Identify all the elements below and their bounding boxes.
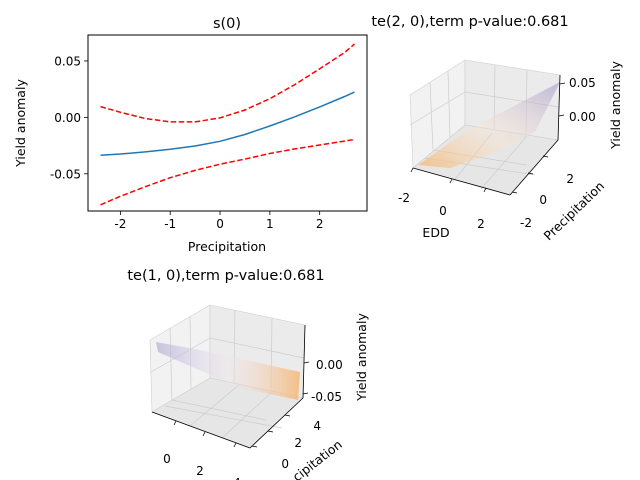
line-axis-ticks: -2 -1 0 1 2 -0.05 0.00 0.05 bbox=[50, 54, 324, 231]
surface-top-x-axis bbox=[412, 167, 511, 196]
surface-bottom-xtick: 2 bbox=[196, 464, 204, 478]
surface-top-ytick: 0 bbox=[539, 193, 547, 207]
surface-bottom-ztick: -0.05 bbox=[311, 390, 342, 404]
surface-bottom-xtick: 4 bbox=[233, 476, 241, 480]
surface-bottom-ytick: 4 bbox=[313, 419, 321, 433]
surface-top-y-axis bbox=[509, 139, 559, 196]
y-tick-label: -0.05 bbox=[50, 167, 81, 181]
surface-bottom-y-axis bbox=[249, 397, 304, 449]
line-title: s(0) bbox=[213, 16, 241, 32]
x-tick-label: -2 bbox=[114, 217, 126, 231]
surface-bottom-ytick: 2 bbox=[294, 436, 302, 450]
line-plot-frame bbox=[87, 34, 368, 212]
x-tick-label: -1 bbox=[164, 217, 176, 231]
surface-top-title: te(2, 0),term p-value:0.681 bbox=[371, 14, 568, 30]
surface-top-xtick: 2 bbox=[477, 217, 485, 231]
surface-bottom-ztick: 0.00 bbox=[316, 358, 343, 372]
surface-bottom-mesh bbox=[156, 342, 300, 400]
surface-top-ticks bbox=[410, 82, 566, 194]
surface-bottom-ytick: 0 bbox=[281, 457, 289, 471]
surface-subplot-bottom: te(1, 0),term p-value:0.681 bbox=[127, 268, 369, 480]
y-tick-label: 0.05 bbox=[54, 54, 81, 68]
x-tick-label: 1 bbox=[266, 217, 274, 231]
surface-bottom-title: te(1, 0),term p-value:0.681 bbox=[127, 268, 324, 284]
confidence-band-line bbox=[100, 138, 355, 206]
surface-top-z-axis bbox=[557, 74, 561, 141]
surface-bottom-grid bbox=[150, 309, 305, 439]
line-xlabel: Precipitation bbox=[188, 239, 266, 254]
surface-top-ytick: -2 bbox=[520, 216, 532, 230]
x-tick-label: 2 bbox=[316, 217, 324, 231]
surface-top-ztick: 0.05 bbox=[569, 76, 596, 90]
surface-bottom-ticks bbox=[173, 361, 310, 448]
surface-top-xlabel: EDD bbox=[422, 225, 449, 240]
surface-top-ylabel: Precipitation bbox=[541, 178, 608, 243]
surface-bottom-zlabel: Yield anomaly bbox=[354, 313, 369, 402]
surface-bottom-z-axis bbox=[302, 324, 306, 399]
line-ylabel: Yield anomaly bbox=[13, 79, 28, 168]
line-series-group bbox=[100, 43, 355, 206]
surface-top-ztick: 0.00 bbox=[569, 110, 596, 124]
confidence-band-line bbox=[100, 43, 355, 123]
x-tick-label: 0 bbox=[216, 217, 224, 231]
surface-subplot-top: te(2, 0),term p-value:0.681 bbox=[371, 14, 623, 243]
smooth-fit-line bbox=[100, 91, 355, 156]
y-tick-label: 0.00 bbox=[54, 111, 81, 125]
surface-bottom-x-axis bbox=[151, 411, 251, 449]
surface-top-ytick: 2 bbox=[566, 172, 574, 186]
surface-top-xtick: -2 bbox=[398, 191, 410, 205]
surface-bottom-xtick: 0 bbox=[163, 452, 171, 466]
surface-top-zlabel: Yield anomaly bbox=[608, 61, 623, 150]
surface-top-mesh bbox=[418, 82, 560, 168]
line-subplot: s(0) -2 -1 0 1 2-0.050.000.05 Precipitation … bbox=[13, 16, 368, 254]
surface-top-xtick: 0 bbox=[439, 204, 447, 218]
